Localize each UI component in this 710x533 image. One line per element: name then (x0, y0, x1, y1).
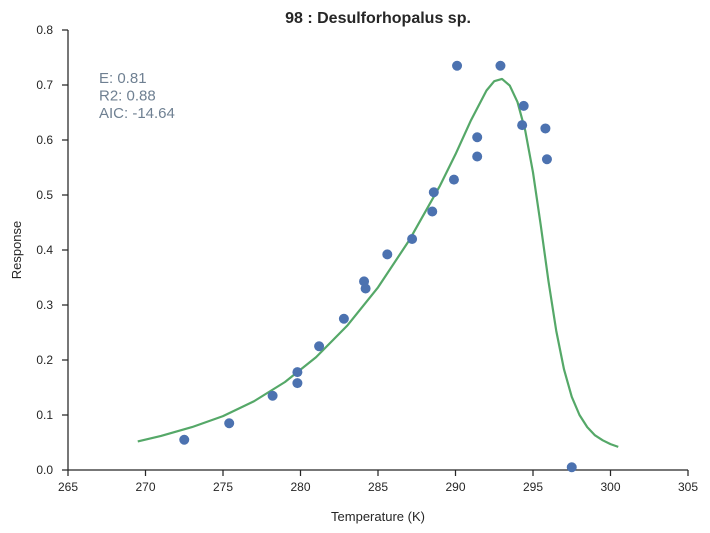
y-tick-label: 0.6 (36, 133, 53, 147)
y-tick-label: 0.1 (36, 408, 53, 422)
x-tick-label: 270 (135, 480, 155, 494)
data-point (448, 174, 459, 185)
data-point (224, 418, 235, 429)
data-point (267, 390, 278, 401)
x-tick-label: 265 (58, 480, 78, 494)
data-point (472, 151, 483, 162)
y-tick-label: 0.2 (36, 353, 53, 367)
x-tick-label: 305 (678, 480, 698, 494)
stat-annotation: E: 0.81 (99, 70, 147, 87)
data-point (428, 187, 439, 198)
x-axis-title: Temperature (K) (331, 509, 425, 524)
fit-curve-line (137, 77, 619, 448)
plot-marks (137, 60, 619, 473)
x-tick-label: 300 (600, 480, 620, 494)
data-point (407, 234, 418, 244)
x-tick-label: 285 (368, 480, 388, 494)
data-point (427, 206, 438, 217)
y-tick-label: 0.0 (36, 463, 53, 477)
y-tick-label: 0.7 (36, 78, 53, 92)
data-point (517, 120, 528, 131)
stat-annotation: R2: 0.88 (99, 88, 156, 105)
data-point (452, 60, 463, 71)
x-tick-label: 280 (290, 480, 310, 494)
x-tick-label: 275 (213, 480, 233, 494)
data-point (472, 132, 483, 143)
data-point (360, 283, 371, 294)
data-point (179, 434, 190, 445)
data-point (518, 100, 529, 111)
data-point (495, 60, 506, 71)
y-tick-label: 0.8 (36, 23, 53, 37)
data-point (540, 123, 551, 134)
data-point (292, 367, 303, 378)
axes: 265 270 275 280 285 290 295 300 305 0.0 0.1 0.2 0.3 0… (36, 23, 698, 494)
y-tick-label: 0.5 (36, 188, 53, 202)
y-tick-label: 0.4 (36, 243, 53, 257)
data-point (338, 313, 349, 324)
chart-title: 98 : Desulforhopalus sp. (285, 10, 471, 27)
stat-annotation: AIC: -14.64 (99, 105, 175, 122)
x-tick-label: 295 (523, 480, 543, 494)
data-point (314, 341, 325, 352)
y-tick-label: 0.3 (36, 298, 53, 312)
data-point (541, 154, 552, 165)
data-point (566, 462, 577, 473)
x-tick-label: 290 (445, 480, 465, 494)
data-point (292, 378, 303, 389)
y-axis-title: Response (9, 221, 24, 280)
data-point (382, 249, 393, 260)
